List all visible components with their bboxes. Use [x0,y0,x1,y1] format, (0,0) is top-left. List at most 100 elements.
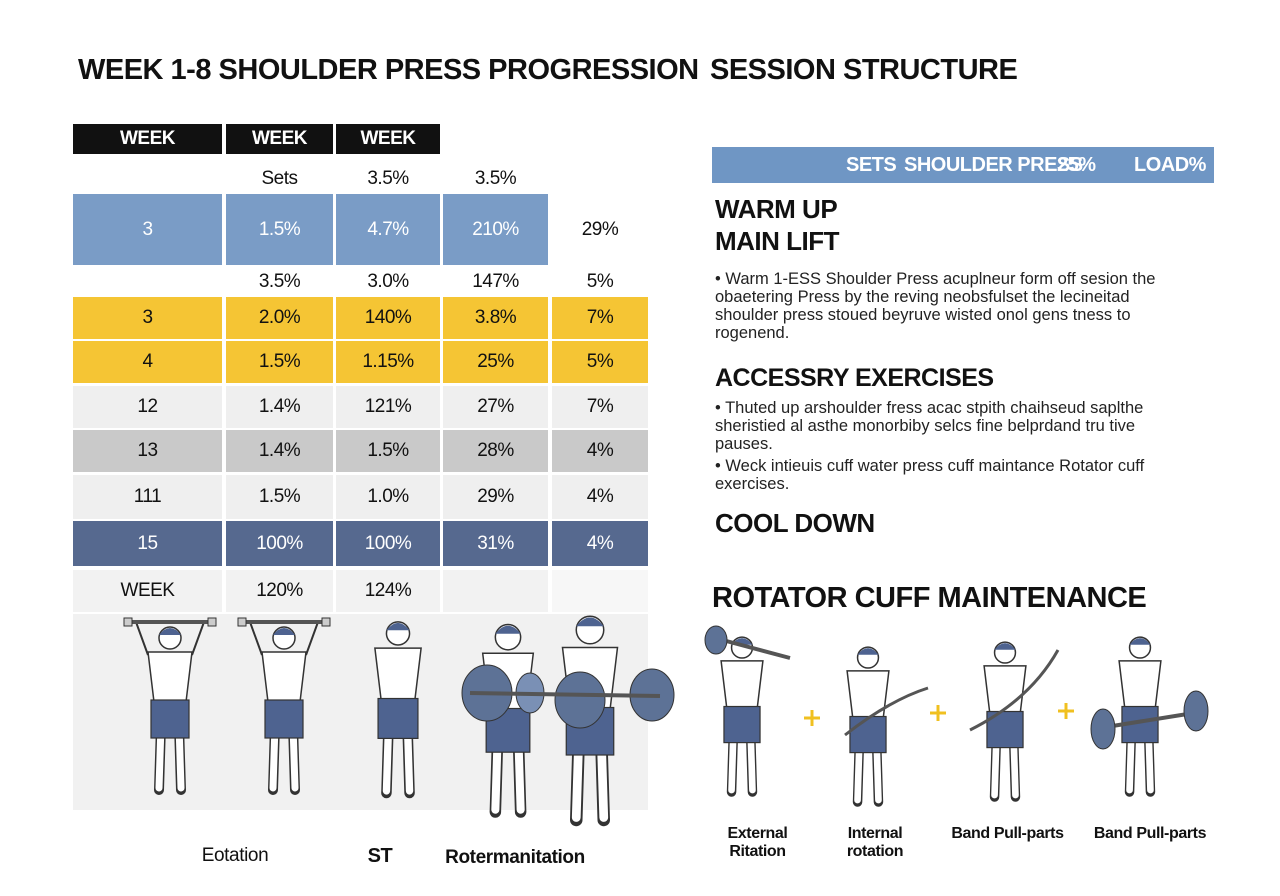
heading: WARM UP [715,194,838,224]
figure-part [714,636,791,660]
right-title: SESSION STRUCTURE [710,54,1018,86]
caption: Eotation [201,845,269,866]
bar-label: SETS [846,154,897,176]
figure-part [1118,660,1162,710]
figure-part [983,665,1027,715]
figure-part [723,705,761,744]
cell: 25% [443,341,548,383]
cell: 140% [336,297,440,339]
figure-part [249,621,263,656]
cell: 5% [586,270,614,292]
figure-part [261,651,307,703]
cell: 4% [552,430,648,472]
figure-part [207,617,217,627]
cell: 7% [552,297,648,339]
figure-part [150,699,190,739]
cell: 1.5% [336,430,440,472]
left-title: WEEK 1-8 SHOULDER PRESS PROGRESSION [78,54,699,86]
cell: 28% [443,430,548,472]
header-cell: WEEK [226,124,333,154]
figure-part [237,617,247,627]
figure-part [495,625,521,634]
figure-part [720,660,764,710]
cell [443,570,548,612]
bullet: • Weck intieuis cuff water press cuff ma… [715,457,1145,493]
cell: 13 [73,430,222,472]
caption: ST [367,845,393,867]
cell: 7% [552,386,648,428]
figure-part [469,691,661,698]
cell: WEEK [73,570,222,612]
caption: Band Pull-parts [951,825,1064,842]
figure-part [1090,708,1116,750]
cell: 111 [73,475,222,519]
cell: 3.5% [367,168,409,189]
header-bar [712,147,1214,183]
cell: 1.5% [226,475,333,519]
cell [552,570,648,612]
bar-label: SHOULDER PRESS [904,154,1083,176]
cell: 210% [443,194,548,265]
heading: ACCESSRY EXERCISES [715,364,994,392]
cell: 3.0% [367,270,409,292]
figure-part [844,686,929,737]
heading: ROTATOR CUFF MAINTENANCE [712,582,1147,614]
cell: 3 [73,194,222,265]
cell: 100% [226,521,333,566]
caption: Internal rotation [846,825,904,860]
cell: 1.4% [226,386,333,428]
figure-part [374,647,422,702]
figure-part [576,617,604,627]
paragraph: • Warm 1-ESS Shoulder Press acuplneur fo… [715,270,1156,342]
cell: 4% [552,521,648,566]
figure-part [305,621,319,656]
cell: 1.4% [226,430,333,472]
cell: 124% [336,570,440,612]
figure-part [704,625,728,655]
cell: 4.7% [336,194,440,265]
figure-part [264,699,304,739]
figure-part [1129,638,1151,645]
figure-part [969,649,1060,732]
cell: 3 [73,297,222,339]
cell: 3.8% [443,297,548,339]
cell: 3.5% [474,168,517,189]
figure-part [377,697,419,740]
cell: 4 [73,341,222,383]
figure-part [135,621,149,656]
cell: Sets [261,168,298,189]
cell: 12 [73,386,222,428]
figure-part [1099,710,1201,730]
cell: 31% [443,521,548,566]
figure-part [1183,690,1209,732]
cell: 15 [73,521,222,566]
cell: 29% [581,218,619,240]
cell: 1.0% [336,475,440,519]
figure-part [846,670,890,720]
heading: MAIN LIFT [715,226,840,256]
figure-part [147,651,193,703]
cell: 5% [552,341,648,383]
bar-label: LOAD% [1134,154,1206,176]
heading: COOL DOWN [715,508,875,538]
cell: 29% [443,475,548,519]
cell: 100% [336,521,440,566]
cell: 1.5% [226,341,333,383]
cell: 121% [336,386,440,428]
figure-part [123,617,133,627]
figure-part [321,617,331,627]
cell: 2.0% [226,297,333,339]
header-cell: WEEK [73,124,222,154]
cell: 120% [226,570,333,612]
figure-part [386,622,410,631]
cell: 1.5% [226,194,333,265]
figure-part [554,671,606,729]
bullet: • Thuted up arshoulder fress acac stpith… [715,399,1144,453]
cell: 147% [472,270,519,292]
caption: Band Pull-parts [1093,825,1207,842]
bar-label: 25% [1057,154,1096,176]
caption: External Ritation [727,825,788,860]
figure-part [159,628,181,635]
cell: 1.15% [336,341,440,383]
